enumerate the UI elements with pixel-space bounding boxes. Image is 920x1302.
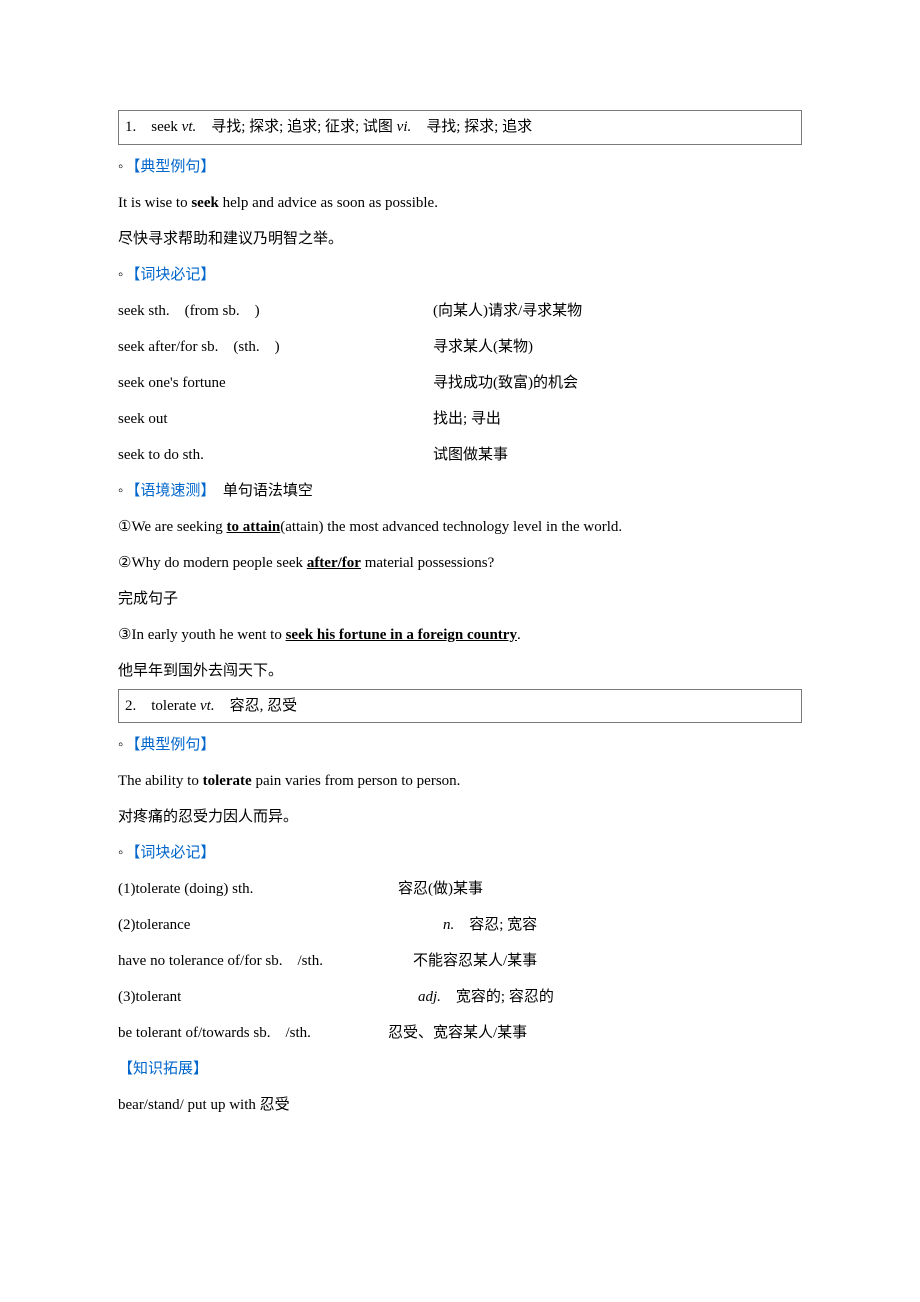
entry-word: tolerate bbox=[151, 698, 200, 714]
block-def: n. 容忍; 宽容 bbox=[443, 907, 537, 943]
block-row: have no tolerance of/for sb. /sth. 不能容忍某… bbox=[118, 943, 802, 979]
block-row: seek to do sth. 试图做某事 bbox=[118, 437, 802, 473]
entry-header-1: 1. seek vt. 寻找; 探求; 追求; 征求; 试图 vi. 寻找; 探… bbox=[118, 110, 802, 145]
block-row: seek after/for sb. (sth. ) 寻求某人(某物) bbox=[118, 329, 802, 365]
block-row: seek one's fortune 寻找成功(致富)的机会 bbox=[118, 365, 802, 401]
section-expand-label: 【知识拓展】 bbox=[118, 1061, 208, 1077]
expand-text: bear/stand/ put up with 忍受 bbox=[118, 1087, 802, 1123]
section-label: 【语境速测】 单句语法填空 bbox=[118, 473, 802, 509]
example-sentence: The ability to tolerate pain varies from… bbox=[118, 763, 802, 799]
entry-def: 寻找; 探求; 追求 bbox=[411, 119, 532, 135]
test-item: ①We are seeking to attain(attain) the mo… bbox=[118, 509, 802, 545]
test-item: ③In early youth he went to seek his fort… bbox=[118, 617, 802, 653]
section-label: 【词块必记】 bbox=[118, 835, 802, 871]
section-label: 【知识拓展】 bbox=[118, 1051, 802, 1087]
example-translation: 对疼痛的忍受力因人而异。 bbox=[118, 799, 802, 835]
complete-label: 完成句子 bbox=[118, 581, 802, 617]
block-def: 寻找成功(致富)的机会 bbox=[433, 365, 802, 401]
block-def: 容忍(做)某事 bbox=[398, 871, 483, 907]
entry-pos: vt. bbox=[182, 119, 197, 135]
entry-header-2: 2. tolerate vt. 容忍, 忍受 bbox=[118, 689, 802, 724]
block-term: seek out bbox=[118, 401, 433, 437]
test-item: ②Why do modern people seek after/for mat… bbox=[118, 545, 802, 581]
block-row: (2)tolerance n. 容忍; 宽容 bbox=[118, 907, 802, 943]
section-label: 【典型例句】 bbox=[118, 727, 802, 763]
section-example-label: 【典型例句】 bbox=[125, 159, 215, 175]
block-def: 不能容忍某人/某事 bbox=[413, 943, 537, 979]
block-term: (1)tolerate (doing) sth. bbox=[118, 871, 398, 907]
example-translation: 尽快寻求帮助和建议乃明智之举。 bbox=[118, 221, 802, 257]
entry-def: 寻找; 探求; 追求; 征求; 试图 bbox=[196, 119, 396, 135]
section-block-label: 【词块必记】 bbox=[125, 845, 215, 861]
test-translation: 他早年到国外去闯天下。 bbox=[118, 653, 802, 689]
entry-word: seek bbox=[151, 119, 181, 135]
entry-def: 容忍, 忍受 bbox=[215, 698, 298, 714]
block-term: have no tolerance of/for sb. /sth. bbox=[118, 943, 413, 979]
section-label: 【词块必记】 bbox=[118, 257, 802, 293]
block-term: (2)tolerance bbox=[118, 907, 443, 943]
block-def: adj. 宽容的; 容忍的 bbox=[418, 979, 554, 1015]
block-row: (3)tolerant adj. 宽容的; 容忍的 bbox=[118, 979, 802, 1015]
block-def: 试图做某事 bbox=[433, 437, 802, 473]
block-def: 找出; 寻出 bbox=[433, 401, 802, 437]
block-term: seek sth. (from sb. ) bbox=[118, 293, 433, 329]
section-test-suffix: 单句语法填空 bbox=[208, 483, 313, 499]
block-term: seek one's fortune bbox=[118, 365, 433, 401]
section-example-label: 【典型例句】 bbox=[125, 737, 215, 753]
section-test-label: 【语境速测】 bbox=[125, 483, 208, 499]
section-label: 【典型例句】 bbox=[118, 149, 802, 185]
block-term: (3)tolerant bbox=[118, 979, 418, 1015]
section-block-label: 【词块必记】 bbox=[125, 267, 215, 283]
entry-pos: vi. bbox=[397, 119, 412, 135]
entry-num: 1. bbox=[125, 119, 151, 135]
example-sentence: It is wise to seek help and advice as so… bbox=[118, 185, 802, 221]
block-row: seek out 找出; 寻出 bbox=[118, 401, 802, 437]
block-term: be tolerant of/towards sb. /sth. bbox=[118, 1015, 388, 1051]
block-row: (1)tolerate (doing) sth. 容忍(做)某事 bbox=[118, 871, 802, 907]
block-def: 寻求某人(某物) bbox=[433, 329, 802, 365]
block-def: 忍受、宽容某人/某事 bbox=[388, 1015, 527, 1051]
block-row: be tolerant of/towards sb. /sth. 忍受、宽容某人… bbox=[118, 1015, 802, 1051]
block-row: seek sth. (from sb. ) (向某人)请求/寻求某物 bbox=[118, 293, 802, 329]
block-term: seek after/for sb. (sth. ) bbox=[118, 329, 433, 365]
entry-num: 2. bbox=[125, 698, 151, 714]
block-term: seek to do sth. bbox=[118, 437, 433, 473]
entry-pos: vt. bbox=[200, 698, 215, 714]
block-def: (向某人)请求/寻求某物 bbox=[433, 293, 802, 329]
